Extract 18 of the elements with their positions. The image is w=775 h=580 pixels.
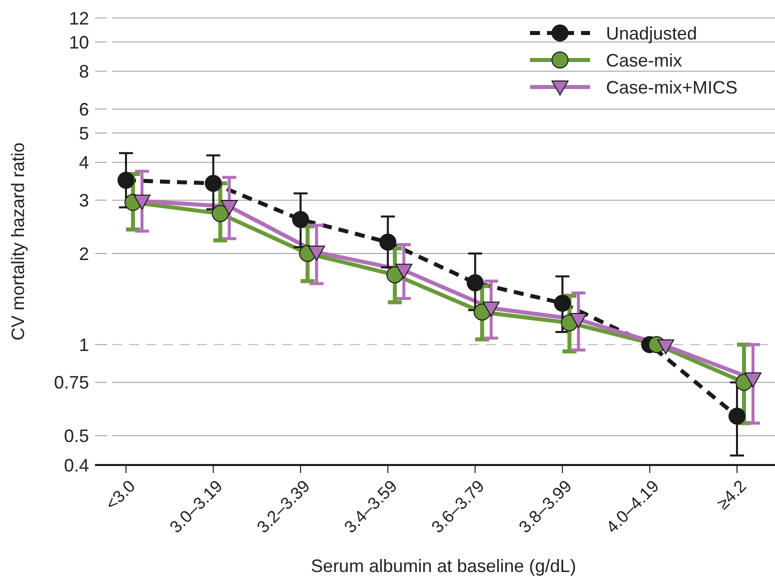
x-axis-title: Serum albumin at baseline (g/dL) (310, 556, 576, 576)
y-tick-label: 2 (78, 244, 89, 264)
y-tick-label: 6 (78, 99, 89, 120)
y-tick-label: 5 (78, 123, 89, 144)
y-tick-label: 12 (68, 8, 89, 28)
legend-label: Unadjusted (606, 23, 698, 44)
y-tick-label: 1 (78, 334, 89, 355)
y-axis-title: CV mortality hazard ratio (8, 142, 28, 341)
y-tick-label: 4 (78, 152, 89, 173)
y-tick-label: 3 (78, 190, 89, 210)
legend-label: Case-mix+MICS (606, 77, 738, 98)
y-tick-label: 10 (68, 32, 89, 52)
x-tick-label: <3.0 (102, 476, 140, 514)
y-tick-label: 0.5 (64, 426, 89, 446)
y-tick-label: 0.4 (64, 455, 89, 476)
legend-label: Case-mix (606, 50, 682, 70)
y-tick-label: 0.75 (54, 372, 89, 393)
y-tick-label: 8 (78, 62, 89, 82)
